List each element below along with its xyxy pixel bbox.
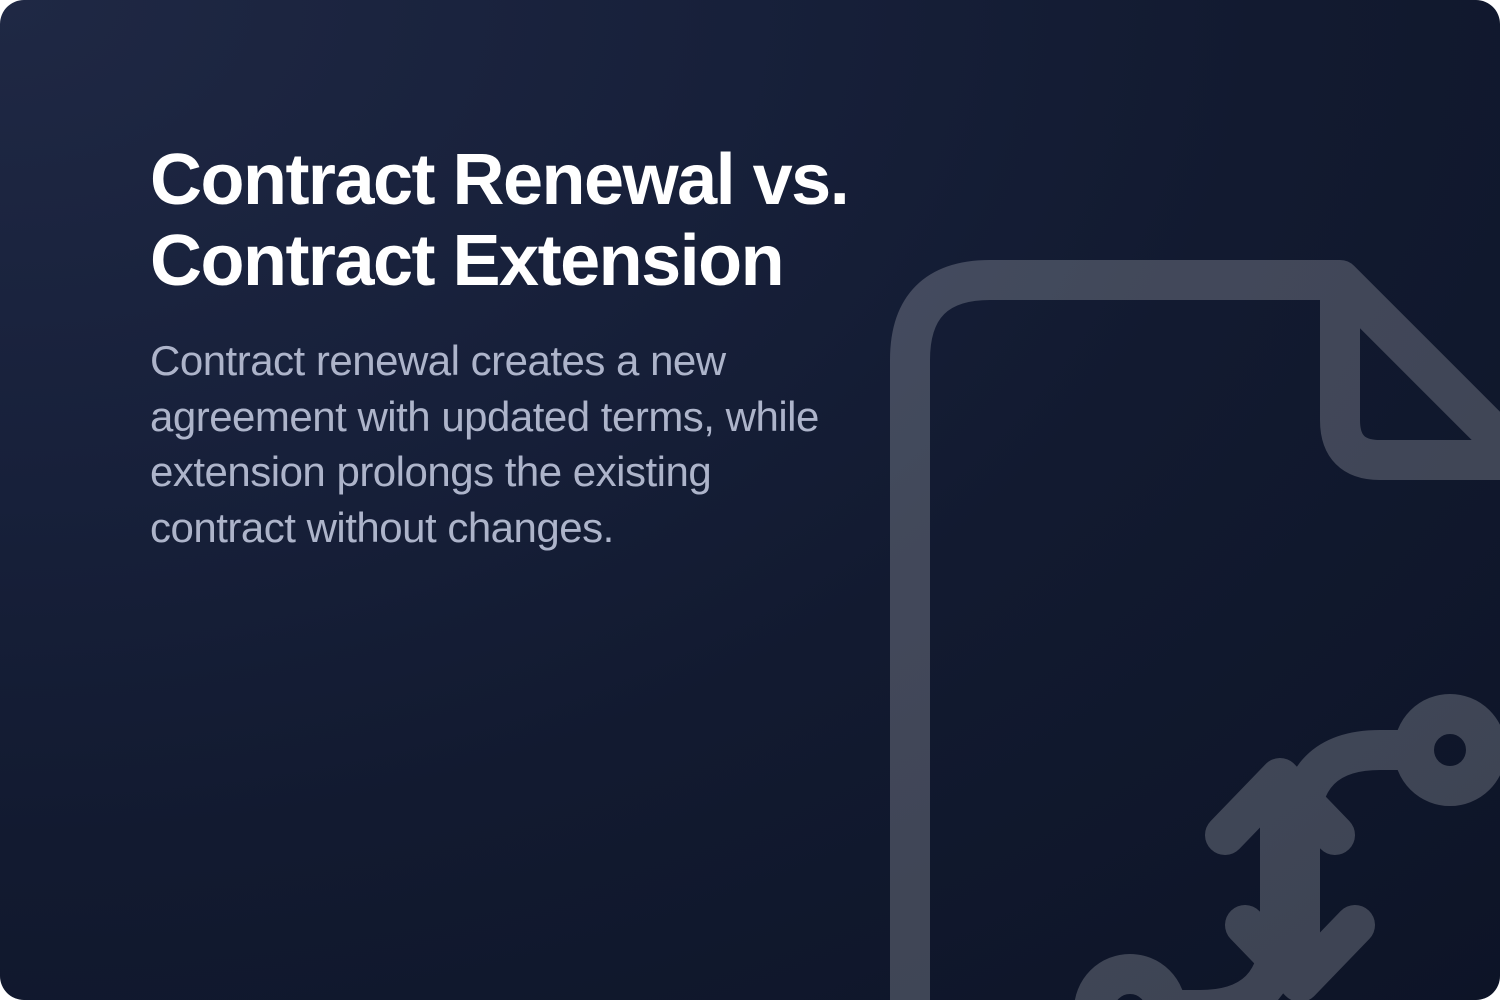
card-body: Contract renewal creates a new agreement… xyxy=(150,333,830,555)
card-heading: Contract Renewal vs. Contract Extension xyxy=(150,140,910,301)
info-card: Contract Renewal vs. Contract Extension … xyxy=(0,0,1500,1000)
text-content: Contract Renewal vs. Contract Extension … xyxy=(150,140,910,555)
document-sync-icon xyxy=(820,240,1500,1000)
